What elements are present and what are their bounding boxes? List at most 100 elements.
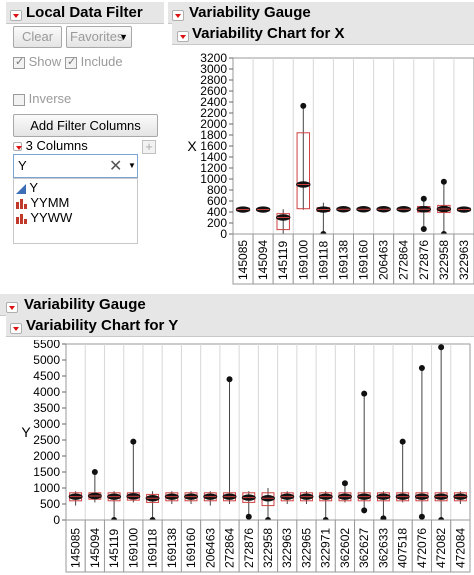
y-tick-label: 1500 <box>33 465 60 479</box>
y-tick-label: 3000 <box>200 62 227 76</box>
category-label: 322963 <box>280 528 294 568</box>
inverse-label: Inverse <box>28 91 72 106</box>
category-label: 169138 <box>336 240 350 280</box>
data-point <box>438 344 445 351</box>
y-tick-label: 1800 <box>200 128 227 142</box>
filter-title: Local Data Filter <box>26 4 143 21</box>
category-label: 322965 <box>299 528 313 568</box>
gauge-y-menu-toggle-icon[interactable] <box>6 302 18 314</box>
category-label: 169160 <box>184 528 198 568</box>
chart-x-menu-toggle-icon[interactable] <box>177 31 189 43</box>
y-tick-label: 1200 <box>200 161 227 175</box>
category-label: 206463 <box>377 240 391 280</box>
y-tick-label: 1600 <box>200 139 227 153</box>
category-label: 322958 <box>437 240 451 280</box>
category-label: 145085 <box>236 240 250 280</box>
column-item-label: YYMM <box>30 195 70 210</box>
data-point <box>361 390 368 397</box>
columns-menu-toggle-icon[interactable] <box>13 142 22 152</box>
variability-chart-y: 0 500 1000 1500 2000 2500 3000 3500 4000 4500 5000… <box>21 340 471 573</box>
data-point <box>91 469 98 475</box>
variability-chart-x: 0200400600800100012001400160018002000220… <box>187 51 474 285</box>
plus-icon[interactable]: + <box>142 140 156 154</box>
clear-button[interactable]: Clear <box>13 26 62 48</box>
columns-count-toggle[interactable]: 3 Columns <box>13 138 88 153</box>
category-label: 169100 <box>126 528 140 568</box>
data-point <box>130 438 137 445</box>
y-tick-label: 600 <box>207 194 227 208</box>
category-label: 145119 <box>107 529 121 568</box>
data-point <box>418 365 425 371</box>
box <box>276 213 290 231</box>
category-label: 272876 <box>242 528 256 568</box>
category-label: 322958 <box>261 528 275 568</box>
category-label: 169160 <box>357 240 371 280</box>
include-check-icon <box>65 55 77 69</box>
category-label: 472082 <box>434 528 448 568</box>
variability-gauge-x-header: Variability Gauge <box>168 2 474 24</box>
columns-count-label: 3 Columns <box>25 138 88 153</box>
chart-y-menu-toggle-icon[interactable] <box>10 323 22 335</box>
y-tick-label: 2400 <box>200 95 227 109</box>
category-label: 322971 <box>319 528 333 568</box>
category-label: 362633 <box>376 528 390 568</box>
gauge-x-menu-toggle-icon[interactable] <box>172 10 184 22</box>
y-axis-label: Y <box>21 424 31 440</box>
include-label: Include <box>80 54 123 69</box>
category-cell <box>450 519 471 573</box>
y-tick-label: 400 <box>207 205 227 219</box>
data-point <box>361 507 368 514</box>
variability-gauge-y-header: Variability Gauge <box>0 294 474 316</box>
category-label: 145085 <box>69 528 83 568</box>
column-item-y[interactable]: Y <box>16 180 38 195</box>
y-tick-label: 1000 <box>200 172 227 186</box>
data-point <box>420 226 427 233</box>
show-label: Show <box>28 54 62 69</box>
y-tick-label: 2500 <box>33 433 60 447</box>
data-point <box>440 178 447 185</box>
category-label: 322963 <box>457 240 471 280</box>
search-input[interactable]: Y <box>18 158 27 173</box>
chart-y-title: Variability Chart for Y <box>26 317 179 334</box>
category-label: 169100 <box>296 240 310 280</box>
column-item-label: YYWW <box>30 210 73 225</box>
column-item-yyww[interactable]: YYWW <box>16 210 72 225</box>
show-checkbox[interactable]: Show <box>13 54 61 69</box>
category-label: 145094 <box>88 528 102 568</box>
y-tick-label: 5500 <box>33 340 60 351</box>
category-label: 169118 <box>316 241 330 280</box>
inverse-checkbox[interactable]: Inverse <box>13 91 71 106</box>
y-tick-label: 0 <box>53 513 60 527</box>
y-tick-label: 4500 <box>33 369 60 383</box>
column-search-box[interactable]: Y ✕ ▼ <box>13 154 138 178</box>
y-tick-label: 1000 <box>33 481 60 495</box>
category-label: 272864 <box>223 528 237 568</box>
y-tick-label: 3500 <box>33 401 60 415</box>
data-point <box>418 513 425 520</box>
category-label: 272864 <box>397 240 411 280</box>
nominal-bar-icon <box>16 213 27 224</box>
clear-search-icon[interactable]: ✕ <box>109 158 123 175</box>
favorites-dropdown[interactable]: Favorites ▼ <box>66 26 132 48</box>
add-filter-columns-button[interactable]: Add Filter Columns <box>13 114 158 137</box>
filter-menu-toggle-icon[interactable] <box>10 10 22 22</box>
column-item-yymm[interactable]: YYMM <box>16 195 69 210</box>
include-checkbox[interactable]: Include <box>65 54 123 69</box>
data-point <box>226 376 233 383</box>
y-tick-label: 5000 <box>33 353 60 367</box>
show-check-icon <box>13 55 25 69</box>
category-label: 362602 <box>338 528 352 568</box>
category-label: 145119 <box>276 241 290 280</box>
y-tick-label: 3000 <box>33 417 60 431</box>
y-tick-label: 800 <box>207 183 227 197</box>
favorites-label: Favorites <box>70 29 124 44</box>
y-axis-label: X <box>187 138 197 154</box>
y-tick-label: 1400 <box>200 150 227 164</box>
continuous-icon <box>16 183 26 194</box>
category-label: 145094 <box>256 240 270 280</box>
category-label: 169118 <box>146 529 160 568</box>
column-list: Y YYMM YYWW <box>13 178 138 244</box>
data-point <box>300 102 307 109</box>
column-item-label: Y <box>29 180 39 195</box>
search-dropdown-icon[interactable]: ▼ <box>128 161 136 170</box>
